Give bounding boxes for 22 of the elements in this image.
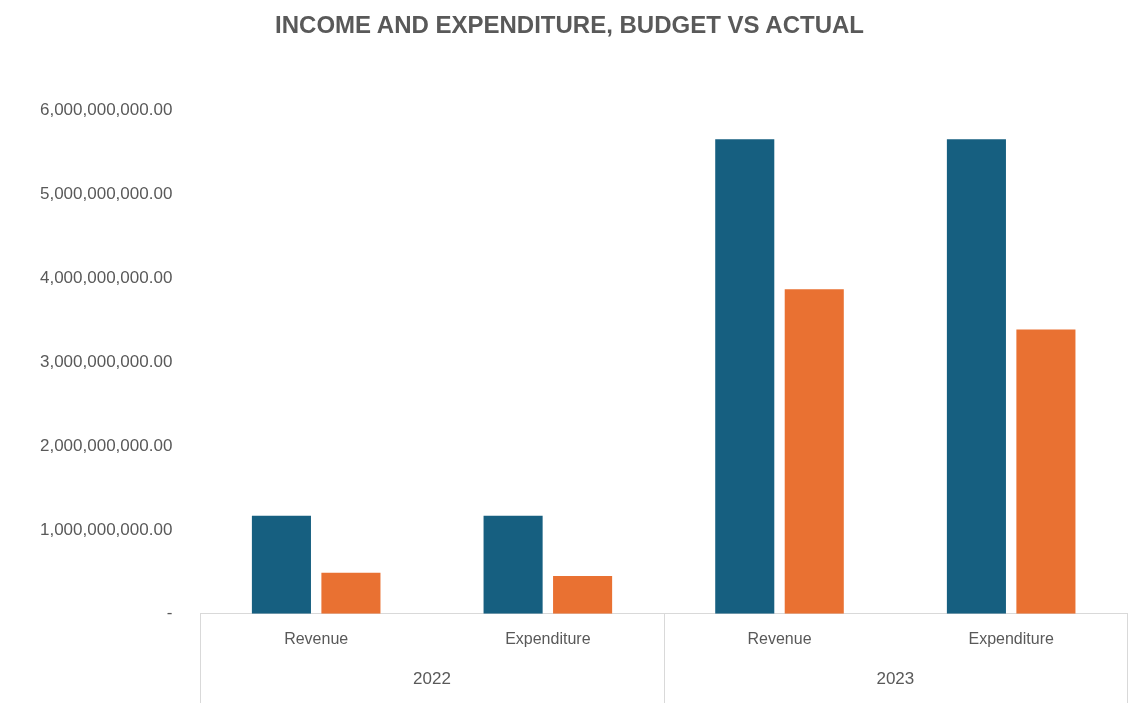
bar: [251, 515, 311, 614]
bar: [784, 289, 844, 614]
text: 2023: [876, 669, 915, 689]
bar: [715, 139, 775, 614]
text: 2022: [413, 669, 451, 689]
y-tick-label: 2,000,000,000.00: [39, 435, 173, 455]
bar: [483, 515, 543, 614]
bar: [321, 572, 381, 614]
chart-title: INCOME AND EXPENDITURE, BUDGET VS ACTUAL: [275, 11, 864, 39]
x-tick-label: Expenditure: [968, 629, 1054, 647]
y-tick-label: -: [166, 603, 173, 623]
bar: [553, 576, 613, 614]
bar: [1016, 329, 1076, 614]
y-tick-label: 3,000,000,000.00: [39, 351, 173, 371]
x-tick-label: Revenue: [284, 629, 349, 647]
y-tick-label: 6,000,000,000.00: [39, 100, 173, 120]
bar: [946, 139, 1006, 614]
x-tick-label: Revenue: [747, 629, 812, 647]
y-tick-label: 5,000,000,000.00: [39, 184, 173, 204]
y-tick-label: 1,000,000,000.00: [39, 519, 173, 539]
y-tick-label: 4,000,000,000.00: [39, 268, 173, 288]
x-tick-label: Expenditure: [505, 629, 591, 647]
